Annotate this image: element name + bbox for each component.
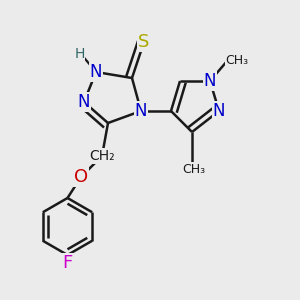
Text: N: N <box>78 93 90 111</box>
Text: O: O <box>74 168 88 186</box>
Text: N: N <box>204 72 216 90</box>
Text: CH₃: CH₃ <box>182 163 205 176</box>
Text: N: N <box>90 63 102 81</box>
Text: F: F <box>62 254 73 272</box>
Text: CH₂: CH₂ <box>89 149 115 163</box>
Text: N: N <box>213 102 225 120</box>
Text: H: H <box>74 47 85 61</box>
Text: CH₃: CH₃ <box>225 53 249 67</box>
Text: N: N <box>135 102 147 120</box>
Text: S: S <box>138 33 150 51</box>
